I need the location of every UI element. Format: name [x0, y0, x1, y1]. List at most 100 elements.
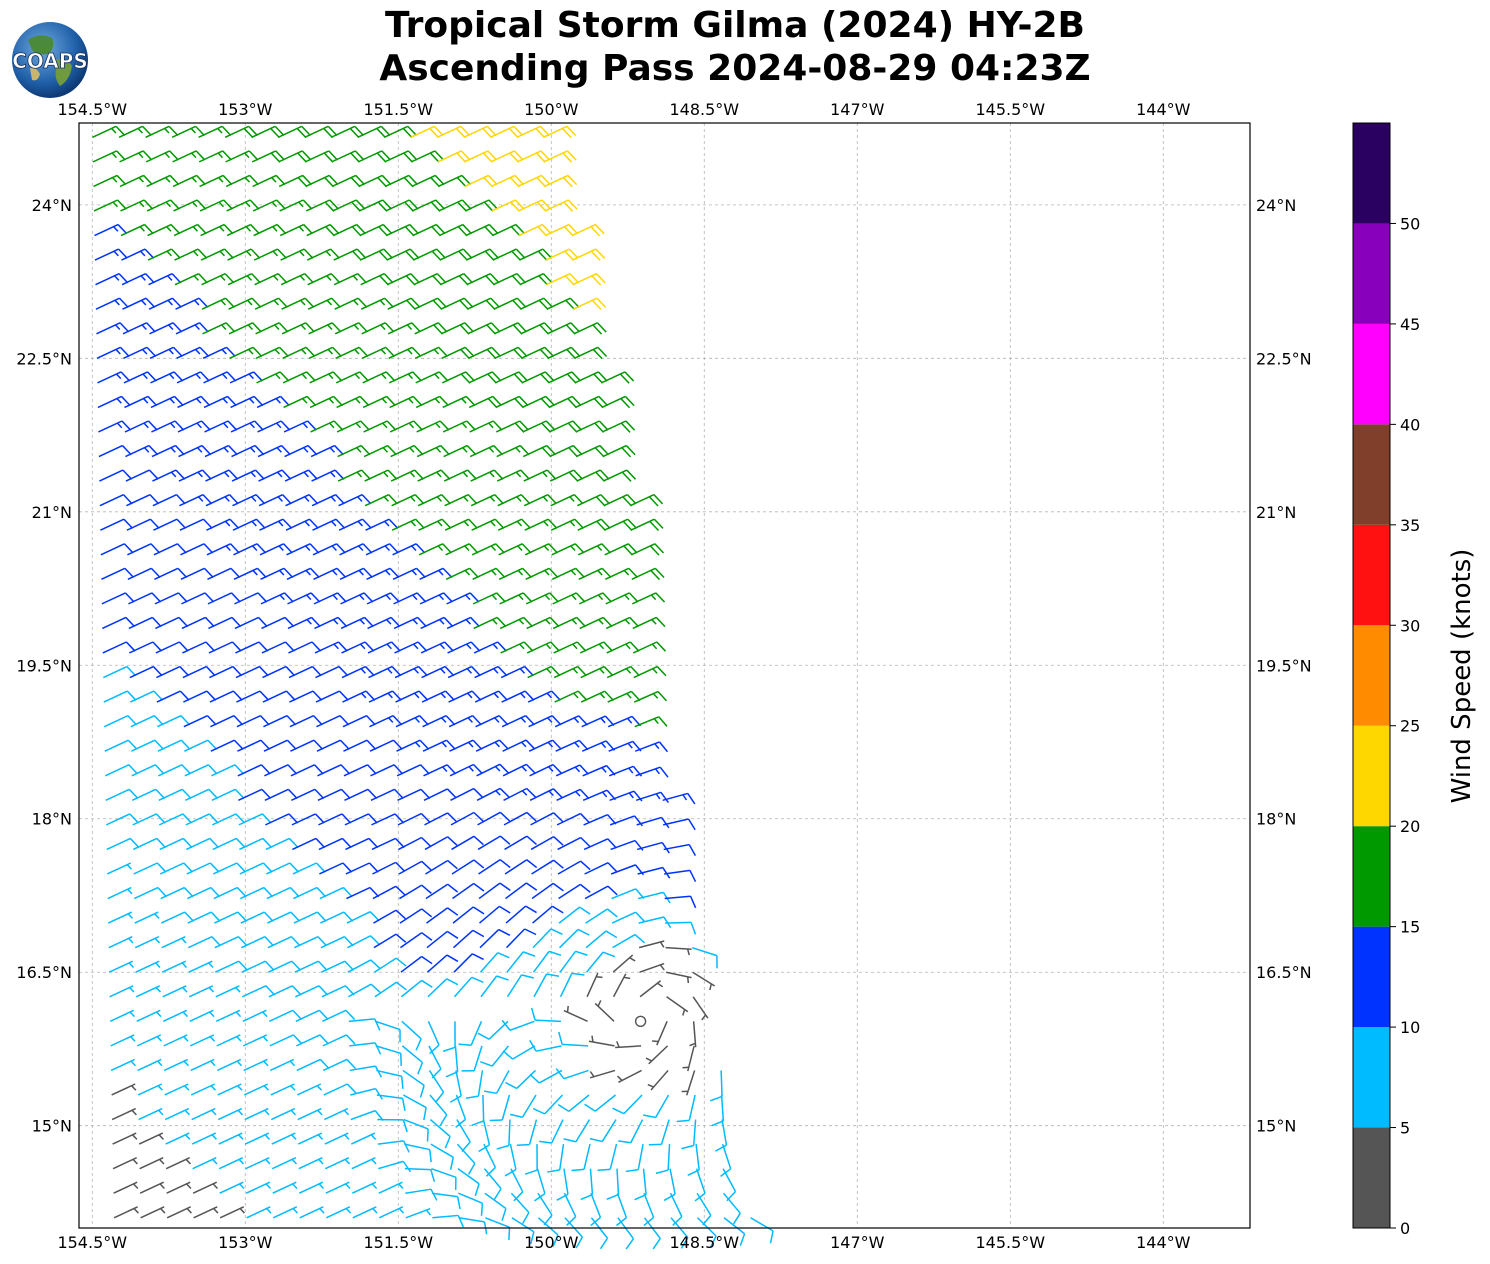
- wind-barb: [362, 395, 396, 409]
- wind-barb: [323, 1058, 357, 1072]
- wind-barb: [318, 813, 352, 826]
- wind-barb: [470, 469, 504, 482]
- wind-barb: [428, 1045, 442, 1079]
- wind-barb: [331, 174, 366, 188]
- wind-barb: [289, 690, 323, 703]
- wind-barb: [134, 935, 161, 949]
- wind-barb: [333, 272, 367, 286]
- wind-barb: [584, 862, 618, 875]
- wind-barb: [471, 543, 505, 556]
- wind-barb: [557, 1094, 590, 1113]
- wind-barb: [112, 1132, 138, 1145]
- wind-barb: [208, 641, 242, 654]
- wind-barb: [178, 444, 212, 458]
- wind-barb: [470, 493, 504, 507]
- wind-barb: [98, 420, 132, 433]
- wind-barb: [497, 518, 531, 531]
- wind-barb: [643, 1192, 655, 1227]
- wind-barb: [189, 1034, 216, 1047]
- wind-barb: [502, 1045, 536, 1060]
- wind-barb: [325, 1181, 351, 1194]
- wind-barb: [500, 641, 534, 654]
- wind-barb: [185, 813, 219, 826]
- wind-barb: [121, 248, 155, 261]
- wind-barb: [98, 444, 132, 458]
- wind-barb: [262, 665, 296, 679]
- wind-barb: [294, 935, 328, 949]
- wind-barb: [286, 543, 320, 556]
- wind-barb: [367, 641, 401, 654]
- wind-barb: [372, 885, 406, 900]
- wind-barb: [311, 493, 345, 507]
- wind-barb: [378, 1206, 405, 1219]
- wind-barb: [288, 641, 322, 654]
- wind-barb: [633, 665, 667, 679]
- wind-barb: [383, 125, 418, 139]
- wind-barb: [376, 1069, 404, 1089]
- wind-barb: [123, 346, 157, 360]
- wind-barb: [484, 1070, 510, 1095]
- wind-barb: [405, 1188, 438, 1201]
- wind-barb: [113, 1181, 139, 1194]
- wind-barb: [616, 1069, 642, 1083]
- wind-barb: [150, 395, 184, 409]
- wind-barb: [464, 199, 499, 212]
- wind-barb: [177, 420, 211, 433]
- wind-barb: [324, 1132, 350, 1145]
- wind-barb: [208, 616, 242, 630]
- wind-barb: [254, 272, 288, 286]
- wind-barb: [253, 248, 287, 261]
- colorbar-bin: [1353, 524, 1390, 626]
- wind-barb: [384, 174, 419, 188]
- wind-barb: [443, 444, 477, 458]
- wind-barb: [520, 346, 555, 360]
- wind-barb: [477, 811, 511, 826]
- wind-barb: [397, 788, 431, 802]
- wind-barb: [322, 1034, 356, 1047]
- wind-barb: [123, 371, 157, 384]
- wind-barb: [399, 908, 433, 924]
- wind-barb: [395, 714, 429, 728]
- wind-barb: [229, 346, 263, 360]
- wind-barb: [215, 1009, 242, 1023]
- wind-barb: [478, 859, 511, 875]
- wind-barb: [120, 223, 154, 237]
- wind-barb: [378, 1181, 404, 1194]
- wind-barb: [212, 837, 246, 851]
- wind-barb: [252, 199, 286, 212]
- wind-barb: [529, 763, 563, 777]
- wind-barb: [511, 1217, 535, 1245]
- wind-barb: [280, 248, 314, 261]
- wind-barb: [159, 837, 193, 851]
- wind-barb: [104, 739, 138, 752]
- wind-barb: [584, 1094, 617, 1112]
- wind-barb: [498, 543, 532, 556]
- wind-barb: [682, 1045, 695, 1072]
- wind-barb: [400, 955, 433, 973]
- wind-barb: [185, 837, 220, 851]
- wind-barb: [145, 150, 179, 163]
- wind-barb: [176, 371, 210, 384]
- wind-barb: [559, 972, 585, 998]
- wind-barb: [347, 959, 381, 973]
- wind-barb: [121, 272, 155, 286]
- wind-barb: [438, 199, 472, 212]
- wind-barb: [518, 199, 552, 212]
- wind-barb: [502, 763, 536, 777]
- wind-barb: [385, 199, 419, 212]
- wind-barb: [201, 272, 235, 286]
- wind-barb: [555, 1068, 589, 1080]
- wind-barb: [343, 764, 377, 777]
- wind-barb: [246, 1206, 272, 1219]
- wind-barb: [93, 174, 127, 188]
- wind-barb: [113, 1206, 139, 1219]
- wind-barb: [392, 543, 426, 556]
- wind-barb: [550, 493, 584, 507]
- wind-barb: [322, 1009, 356, 1023]
- wind-barb: [336, 420, 370, 433]
- wind-barb: [206, 543, 240, 556]
- wind-barb: [681, 1070, 696, 1096]
- wind-barb: [292, 862, 326, 875]
- wind-barb: [576, 493, 611, 507]
- wind-barb: [183, 690, 217, 703]
